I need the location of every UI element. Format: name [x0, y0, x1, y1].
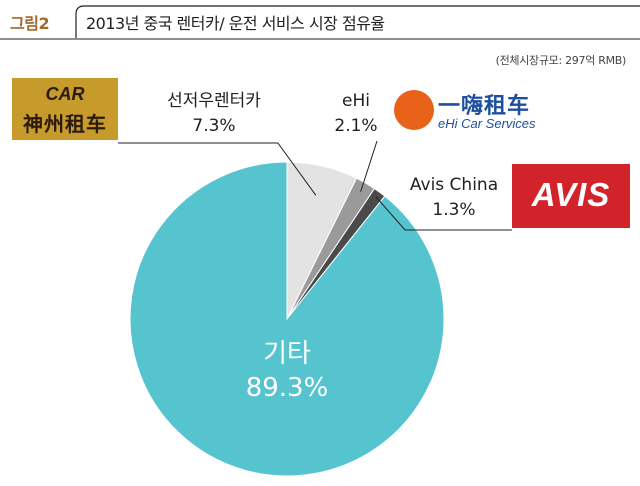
ehi-logo: 一嗨租车 eHi Car Services [392, 88, 556, 138]
ehi-circle-icon [394, 90, 434, 130]
label-ehi-value: 2.1% [334, 116, 377, 136]
label-other-name: 기타 [263, 339, 311, 369]
title-frame [75, 5, 640, 38]
label-ehi-name: eHi [342, 91, 370, 111]
chart-title: 2013년 중국 렌터카/ 운전 서비스 시장 점유율 [86, 14, 385, 33]
header: 그림2 2013년 중국 렌터카/ 운전 서비스 시장 점유율 (전체시장규모:… [0, 0, 640, 67]
label-shenzhou-value: 7.3% [192, 116, 235, 136]
label-avis-value: 1.3% [432, 200, 475, 220]
car-logo-mark: CAR [45, 84, 85, 104]
label-shenzhou-name: 선저우렌터카 [167, 91, 261, 111]
label-other-value: 89.3% [246, 373, 329, 403]
shenzhou-car-logo: CAR 神州租车 [12, 78, 118, 140]
figure-tag: 그림2 [10, 14, 50, 33]
ehi-logo-cn: 一嗨租车 [438, 94, 531, 119]
ehi-logo-en: eHi Car Services [438, 116, 536, 131]
car-logo-text: 神州租车 [23, 112, 107, 136]
leader-shenzhou [118, 142, 317, 196]
avis-logo: AVIS [512, 164, 630, 228]
leader-avis [375, 196, 512, 231]
leader-ehi [360, 140, 378, 192]
avis-logo-text: AVIS [531, 176, 611, 213]
market-size-note: (전체시장규모: 297억 RMB) [495, 54, 627, 67]
slice-other [129, 161, 445, 477]
label-avis-name: Avis China [410, 175, 498, 195]
